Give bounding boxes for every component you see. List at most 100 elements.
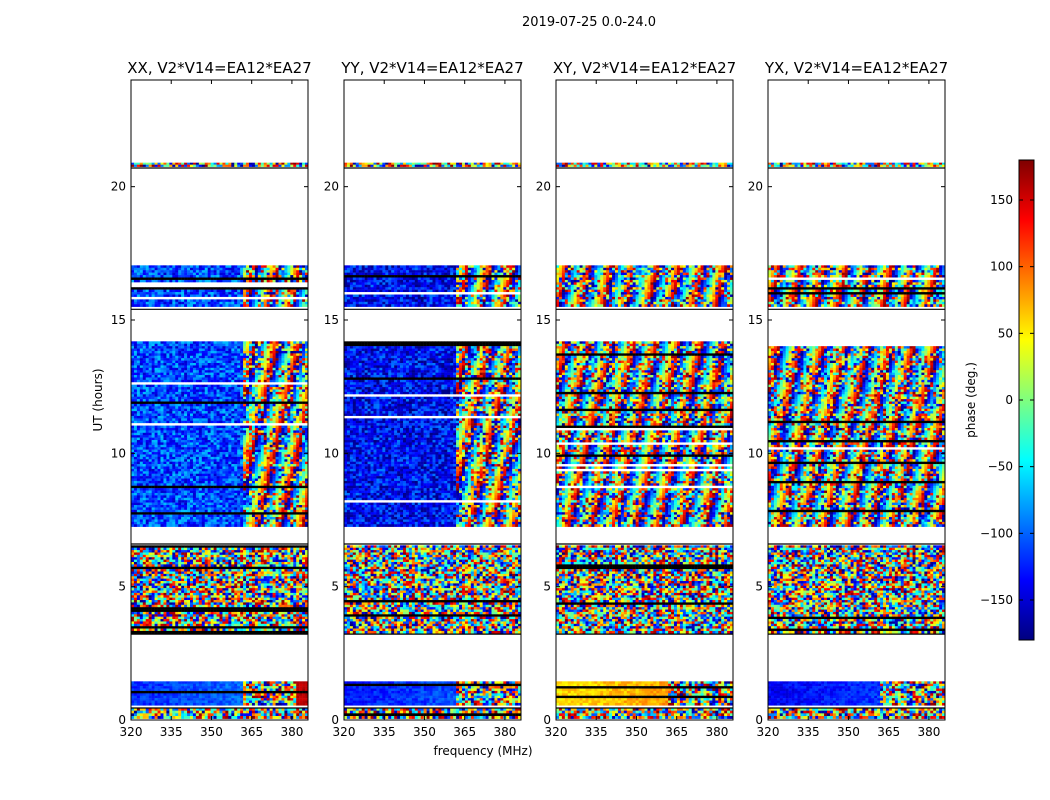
heatmap-cell — [281, 696, 284, 699]
heatmap-cell — [178, 681, 181, 684]
heatmap-cell — [240, 701, 243, 704]
heatmap-cell — [205, 701, 208, 704]
heatmap-cell — [193, 560, 196, 563]
heatmap-cell — [149, 555, 152, 558]
heatmap-cell — [258, 684, 261, 687]
heatmap-cell — [199, 696, 202, 699]
heatmap-cell — [290, 691, 293, 694]
heatmap-cell — [231, 555, 234, 558]
heatmap-cell — [187, 550, 190, 553]
heatmap-cell — [279, 698, 282, 701]
heatmap-cell — [231, 552, 234, 555]
heatmap-cell — [196, 716, 199, 719]
heatmap-cell — [146, 701, 149, 704]
heatmap-cell — [149, 693, 152, 696]
heatmap-cell — [202, 693, 205, 696]
heatmap-cell — [281, 555, 284, 558]
heatmap-cell — [281, 545, 284, 548]
heatmap-cell — [267, 686, 270, 689]
heatmap-cell — [273, 684, 276, 687]
heatmap-cell — [281, 711, 284, 714]
heatmap-cell — [158, 557, 161, 560]
heatmap-cell — [184, 550, 187, 553]
heatmap-cell — [302, 545, 305, 548]
heatmap-cell — [231, 701, 234, 704]
heatmap-cell — [222, 557, 225, 560]
heatmap-cell — [178, 711, 181, 714]
heatmap-cell — [175, 560, 178, 563]
heatmap-cell — [134, 696, 137, 699]
heatmap-cell — [208, 696, 211, 699]
heatmap-cell — [152, 691, 155, 694]
heatmap-cell — [175, 552, 178, 555]
heatmap-cell — [222, 716, 225, 719]
heatmap-cell — [273, 548, 276, 551]
heatmap-cell — [299, 713, 302, 716]
heatmap-cell — [211, 557, 214, 560]
heatmap-cell — [243, 703, 246, 706]
heatmap-cell — [296, 716, 299, 719]
heatmap-cell — [225, 701, 228, 704]
heatmap-cell — [246, 691, 249, 694]
heatmap-cell — [252, 555, 255, 558]
heatmap-cell — [273, 545, 276, 548]
heatmap-cell — [270, 548, 273, 551]
heatmap-cell — [284, 691, 287, 694]
heatmap-cell — [220, 696, 223, 699]
heatmap-cell — [302, 691, 305, 694]
heatmap-cell — [202, 560, 205, 563]
heatmap-cell — [214, 686, 217, 689]
heatmap-cell — [155, 686, 158, 689]
heatmap-cell — [267, 693, 270, 696]
heatmap-cell — [196, 701, 199, 704]
heatmap-cell — [149, 689, 152, 692]
heatmap-cell — [161, 698, 164, 701]
heatmap-cell — [255, 686, 258, 689]
heatmap-cell — [284, 693, 287, 696]
heatmap-cell — [240, 696, 243, 699]
heatmap-cell — [276, 693, 279, 696]
heatmap-cell — [225, 703, 228, 706]
heatmap-cell — [193, 548, 196, 551]
heatmap-cell — [169, 693, 172, 696]
heatmap-cell — [190, 684, 193, 687]
heatmap-cell — [181, 552, 184, 555]
heatmap-cell — [152, 696, 155, 699]
heatmap-cell — [284, 552, 287, 555]
heatmap-cell — [137, 681, 140, 684]
heatmap-cell — [140, 552, 143, 555]
heatmap-cell — [228, 545, 231, 548]
heatmap-cell — [290, 698, 293, 701]
heatmap-cell — [155, 550, 158, 553]
heatmap-cell — [299, 693, 302, 696]
heatmap-cell — [234, 711, 237, 714]
heatmap-cell — [279, 696, 282, 699]
heatmap-cell — [273, 698, 276, 701]
heatmap-cell — [205, 557, 208, 560]
heatmap-cell — [255, 696, 258, 699]
heatmap-cell — [299, 545, 302, 548]
heatmap-cell — [270, 689, 273, 692]
heatmap-cell — [302, 686, 305, 689]
heatmap-cell — [276, 696, 279, 699]
heatmap-cell — [273, 552, 276, 555]
heatmap-cell — [190, 696, 193, 699]
heatmap-cell — [273, 689, 276, 692]
heatmap-cell — [205, 684, 208, 687]
heatmap-cell — [169, 550, 172, 553]
heatmap-cell — [181, 711, 184, 714]
heatmap-cell — [211, 689, 214, 692]
heatmap-cell — [155, 696, 158, 699]
heatmap-cell — [249, 552, 252, 555]
heatmap-cell — [240, 703, 243, 706]
heatmap-cell — [172, 711, 175, 714]
heatmap-cell — [296, 696, 299, 699]
heatmap-cell — [240, 711, 243, 714]
heatmap-cell — [178, 713, 181, 716]
heatmap-cell — [296, 701, 299, 704]
heatmap-cell — [267, 684, 270, 687]
heatmap-cell — [196, 703, 199, 706]
heatmap-cell — [258, 716, 261, 719]
heatmap-cell — [137, 698, 140, 701]
heatmap-cell — [287, 716, 290, 719]
